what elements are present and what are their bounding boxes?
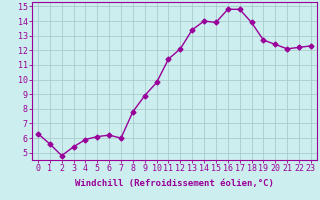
X-axis label: Windchill (Refroidissement éolien,°C): Windchill (Refroidissement éolien,°C)	[75, 179, 274, 188]
